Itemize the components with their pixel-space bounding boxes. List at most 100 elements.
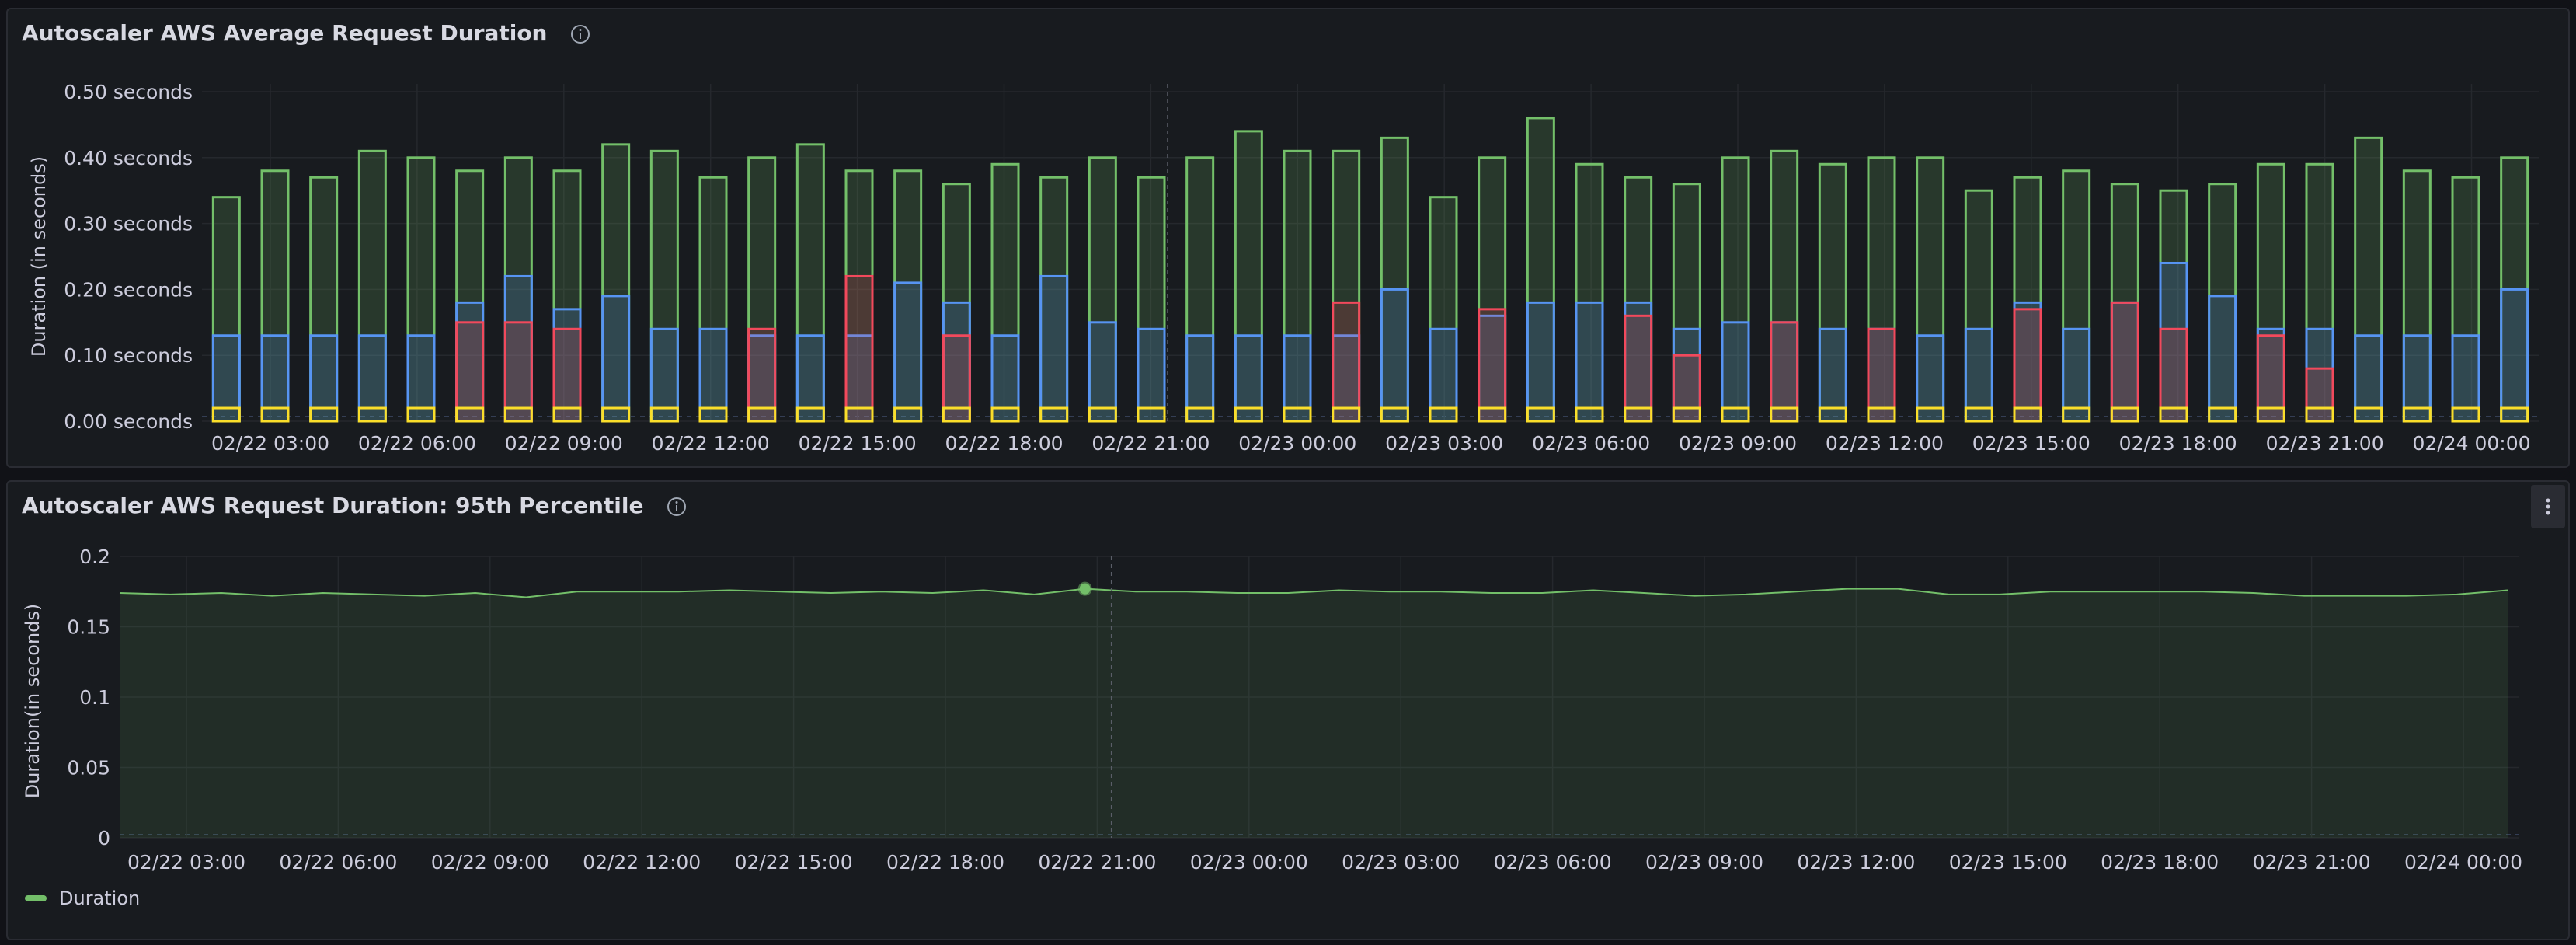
- bar: [747, 327, 777, 423]
- bar: [1672, 183, 1701, 423]
- panel-menu-button[interactable]: [2531, 485, 2565, 528]
- x-tick-label: 02/23 18:00: [2101, 851, 2219, 874]
- bar: [1234, 130, 1263, 423]
- x-tick-label: 02/23 18:00: [2119, 432, 2237, 455]
- bar: [211, 196, 241, 423]
- y-tick-label: 0.50 seconds: [64, 81, 193, 103]
- legend-label-duration: Duration: [59, 887, 141, 909]
- bar: [1526, 301, 1555, 423]
- x-tick-label: 02/23 00:00: [1190, 851, 1308, 874]
- bar: [601, 406, 631, 423]
- x-tick-label: 02/22 18:00: [945, 432, 1063, 455]
- bar: [698, 176, 728, 423]
- bar: [503, 321, 533, 423]
- bar: [1478, 308, 1507, 423]
- bar: [1380, 406, 1409, 423]
- bar: [455, 169, 485, 423]
- menu-kebab-icon: [2546, 498, 2550, 515]
- bar: [2013, 176, 2042, 423]
- bar: [1575, 162, 1604, 423]
- bar: [1721, 406, 1750, 423]
- bar: [747, 156, 777, 423]
- bar: [1770, 321, 1799, 423]
- bar: [309, 176, 339, 423]
- avg-duration-chart[interactable]: 0.00 seconds 0.10 seconds 0.20 seconds 0.30…: [8, 9, 2568, 468]
- bar: [698, 327, 728, 423]
- y-tick-label: 0.05: [67, 757, 110, 779]
- x-tick-label: 02/22 21:00: [1038, 851, 1156, 874]
- bar: [260, 169, 290, 423]
- bar: [2110, 301, 2139, 423]
- bar: [2256, 162, 2285, 423]
- bar: [2013, 406, 2042, 423]
- bar: [795, 406, 825, 423]
- x-tick-label: 02/23 12:00: [1826, 432, 1944, 455]
- bar: [649, 149, 679, 423]
- bar: [1624, 406, 1653, 423]
- bar: [357, 406, 387, 423]
- legend-swatch: [25, 895, 47, 901]
- bar: [2402, 169, 2432, 423]
- bar: [2354, 136, 2383, 423]
- bar: [1624, 314, 1653, 423]
- bar: [1185, 406, 1215, 423]
- bar: [1818, 327, 1847, 423]
- bar: [2500, 288, 2529, 423]
- bar: [1039, 274, 1069, 423]
- y-tick-label: 0.1: [79, 686, 110, 709]
- bar: [1185, 156, 1215, 423]
- x-tick-label: 02/22 06:00: [279, 851, 397, 874]
- bar: [357, 149, 387, 423]
- bar: [1039, 176, 1069, 423]
- x-tick-label: 02/23 06:00: [1494, 851, 1612, 874]
- y-tick-label: 0.2: [79, 546, 110, 568]
- bar: [990, 162, 1020, 423]
- x-tick-label: 02/22 21:00: [1091, 432, 1210, 455]
- avg-duration-panel: Autoscaler AWS Average Request Duration …: [6, 8, 2570, 468]
- x-tick-label: 02/24 00:00: [2412, 432, 2530, 455]
- bar: [2208, 406, 2237, 423]
- bar: [1818, 162, 1847, 423]
- hover-point: [1077, 581, 1092, 596]
- panel-title-text: Autoscaler AWS Average Request Duration: [22, 20, 548, 46]
- bar: [2208, 295, 2237, 423]
- x-tick-label: 02/23 21:00: [2253, 851, 2371, 874]
- bar: [2256, 406, 2285, 423]
- bar: [1380, 136, 1409, 423]
- x-tick-label: 02/23 12:00: [1797, 851, 1915, 874]
- bar: [1867, 406, 1896, 423]
- bar: [1429, 406, 1458, 423]
- y-tick-label: 0.40 seconds: [64, 147, 193, 169]
- bar: [2354, 406, 2383, 423]
- panel-title-text: Autoscaler AWS Request Duration: 95th Pe…: [22, 493, 644, 518]
- info-icon[interactable]: [570, 24, 590, 44]
- x-tick-label: 02/22 18:00: [886, 851, 1004, 874]
- y-tick-label: 0.15: [67, 616, 110, 639]
- bar: [2451, 176, 2480, 423]
- info-icon[interactable]: [667, 497, 687, 517]
- bar: [1575, 301, 1604, 423]
- bar: [211, 406, 241, 423]
- y-axis-label: Duration(in seconds): [22, 604, 44, 799]
- x-tick-label: 02/23 06:00: [1532, 432, 1650, 455]
- x-tick-label: 02/23 21:00: [2266, 432, 2384, 455]
- bar: [1137, 176, 1166, 423]
- x-tick-label: 02/23 00:00: [1238, 432, 1356, 455]
- y-tick-label: 0.00 seconds: [64, 410, 193, 433]
- bar: [455, 321, 485, 423]
- x-tick-label: 02/22 03:00: [211, 432, 329, 455]
- bar: [1770, 406, 1799, 423]
- bar: [2062, 406, 2091, 423]
- bar: [990, 406, 1020, 423]
- bar: [1526, 406, 1555, 423]
- bar: [309, 406, 339, 423]
- bar: [1380, 288, 1409, 423]
- x-tick-label: 02/23 03:00: [1385, 432, 1503, 455]
- bar: [406, 406, 436, 423]
- bar: [1088, 406, 1117, 423]
- bar: [1964, 327, 1993, 423]
- bar: [2110, 406, 2139, 423]
- p95-duration-chart[interactable]: 0 0.05 0.1 0.15 0.2 02/22 03:00 02/22 06:00 02/…: [8, 482, 2568, 940]
- y-tick-label: 0.20 seconds: [64, 278, 193, 301]
- chart-legend[interactable]: Duration: [25, 887, 140, 909]
